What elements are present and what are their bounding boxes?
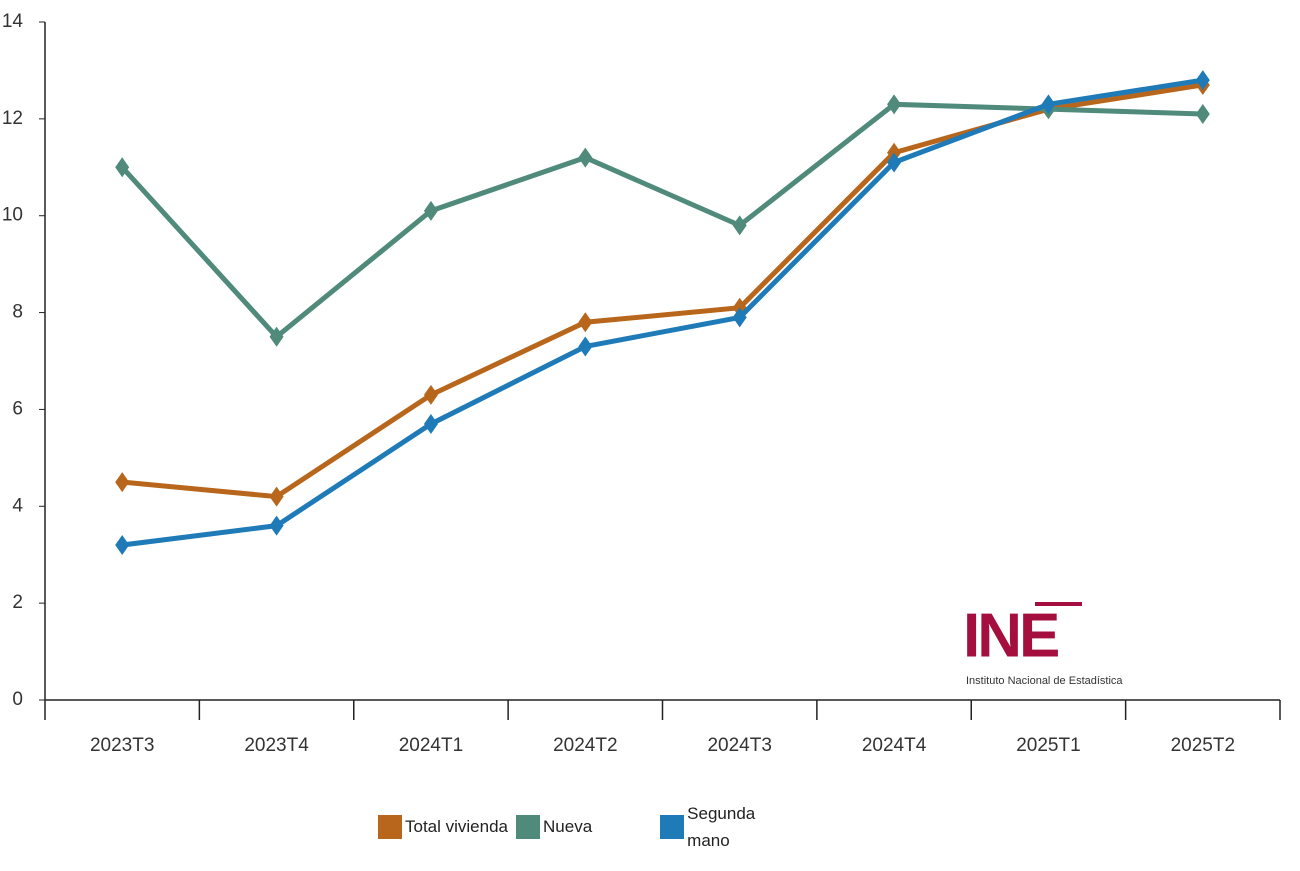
legend-swatch (516, 815, 541, 840)
legend-item: Total vivienda (378, 800, 508, 854)
marker (578, 336, 593, 357)
legend-swatch (378, 815, 402, 840)
x-tick-label: 2023T3 (90, 735, 154, 756)
series-line (121, 82, 1204, 500)
y-tick-label: 0 (12, 689, 23, 710)
marker (115, 157, 130, 178)
marker (578, 312, 593, 333)
marker (1195, 104, 1210, 125)
series-line (121, 77, 1204, 548)
marker (578, 147, 593, 168)
y-tick-label: 4 (12, 495, 23, 516)
marker (269, 486, 284, 507)
marker (269, 515, 284, 536)
marker (115, 535, 130, 556)
marker (115, 472, 130, 493)
legend: Total vivienda Nueva Segunda mano (378, 800, 775, 854)
marker (423, 200, 438, 221)
marker (1195, 70, 1210, 91)
legend-item: Nueva (516, 800, 592, 854)
legend-swatch (660, 815, 685, 840)
legend-label: Total vivienda (405, 817, 509, 837)
x-tick-label: 2025T2 (1171, 735, 1235, 756)
marker (269, 326, 284, 347)
x-tick-label: 2023T4 (244, 735, 309, 756)
y-tick-label: 10 (2, 205, 23, 226)
x-tick-label: 2024T1 (399, 735, 463, 756)
marker (732, 307, 747, 328)
marker (1041, 94, 1056, 115)
marker (732, 215, 747, 236)
legend-item: Segunda mano (660, 800, 767, 854)
y-tick-label: 12 (2, 108, 23, 129)
y-tick-label: 14 (2, 11, 24, 32)
legend-label: Segunda mano (687, 804, 756, 851)
series-line (120, 101, 1203, 341)
legend-label: Nueva (543, 817, 593, 837)
y-tick-label: 6 (12, 398, 23, 419)
marker (887, 94, 902, 115)
y-tick-label: 8 (12, 302, 23, 323)
marker (423, 384, 438, 405)
logo-subtitle: Instituto Nacional de Estadística (966, 675, 1123, 687)
y-tick-label: 2 (12, 592, 23, 613)
marker (423, 413, 438, 434)
x-tick-label: 2024T2 (553, 735, 617, 756)
x-tick-label: 2024T3 (707, 735, 771, 756)
x-tick-label: 2025T1 (1016, 735, 1080, 756)
logo-text: INE (963, 601, 1058, 670)
marker (887, 152, 902, 173)
x-tick-label: 2024T4 (862, 735, 927, 756)
